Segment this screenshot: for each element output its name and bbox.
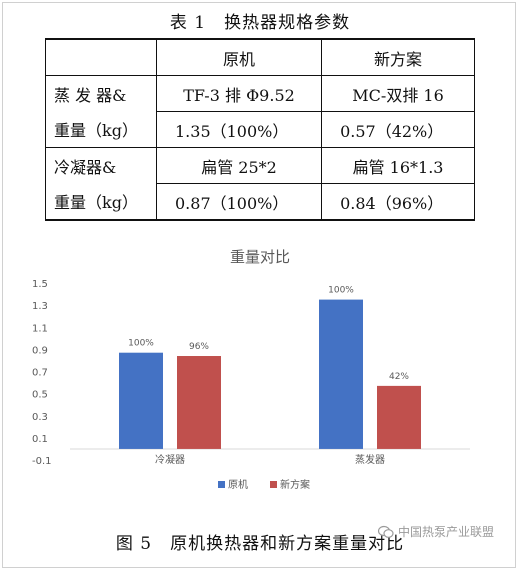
cell-new: 0.84（96%）	[321, 183, 475, 221]
cell-original: 0.87（100%）	[155, 183, 323, 221]
x-tick-label: 蒸发器	[355, 453, 385, 466]
chart-svg: 重量对比 1.5 1.3 1.1 0.9 0.7 0.5 0.3 0.1 -0.1 100% 96% 冷…	[32, 248, 470, 491]
row-label: 蒸 发 器&	[45, 75, 157, 112]
data-label: 100%	[128, 339, 154, 349]
y-tick-label: 1.1	[32, 323, 48, 334]
bar-new	[177, 356, 221, 449]
x-tick-label: 冷凝器	[155, 453, 185, 466]
header-cell-new: 新方案	[321, 38, 475, 76]
header-cell-empty	[45, 38, 157, 76]
bar-original	[319, 299, 363, 449]
cell-original: TF-3 排 Φ9.52	[155, 75, 323, 112]
table-row: 重量（kg） 1.35（100%） 0.57（42%）	[45, 111, 475, 148]
y-tick-label: 0.5	[32, 390, 48, 401]
y-tick-label: 0.1	[32, 434, 48, 445]
table-header-row: 原机 新方案	[45, 38, 475, 76]
cell-new: 0.57（42%）	[321, 111, 475, 148]
cell-original: 1.35（100%）	[155, 111, 323, 148]
table-row: 冷凝器& 扁管 25*2 扁管 16*1.3	[45, 147, 475, 184]
data-label: 42%	[389, 372, 409, 382]
row-label: 冷凝器&	[45, 147, 157, 184]
cell-original: 扁管 25*2	[155, 147, 323, 184]
y-tick-label: 1.5	[32, 279, 48, 290]
cell-new: 扁管 16*1.3	[321, 147, 475, 184]
legend-swatch	[270, 481, 277, 488]
row-label: 重量（kg）	[45, 111, 157, 148]
legend-label: 新方案	[280, 478, 310, 491]
bar-new	[377, 385, 421, 449]
table-row: 重量（kg） 0.87（100%） 0.84（96%）	[45, 183, 475, 221]
y-tick-label: 1.3	[32, 301, 48, 312]
y-tick-label: 0.3	[32, 412, 48, 423]
y-tick-label: 0.7	[32, 368, 48, 379]
watermark-text: 中国热泵产业联盟	[398, 525, 495, 539]
data-label: 96%	[189, 342, 209, 352]
y-tick-label: -0.1	[32, 456, 52, 467]
chart-title: 重量对比	[230, 248, 290, 266]
weight-chart: 重量对比 1.5 1.3 1.1 0.9 0.7 0.5 0.3 0.1 -0.1 100% 96% 冷…	[30, 238, 490, 508]
legend-swatch	[218, 481, 225, 488]
watermark: 中国热泵产业联盟	[377, 523, 495, 540]
bar-original	[119, 352, 163, 449]
data-label: 100%	[328, 286, 354, 296]
y-tick-label: 0.9	[32, 345, 48, 356]
header-cell-original: 原机	[155, 38, 323, 76]
page-frame	[2, 2, 516, 568]
spec-table: 原机 新方案 蒸 发 器& TF-3 排 Φ9.52 MC-双排 16 重量（k…	[45, 38, 475, 221]
row-label: 重量（kg）	[45, 183, 157, 221]
table-row: 蒸 发 器& TF-3 排 Φ9.52 MC-双排 16	[45, 75, 475, 112]
figure-caption: 图 5 原机换热器和新方案重量对比	[115, 534, 405, 554]
table-title: 表 1 换热器规格参数	[169, 13, 351, 33]
legend-label: 原机	[228, 478, 248, 491]
wechat-icon	[377, 525, 394, 539]
cell-new: MC-双排 16	[321, 75, 475, 112]
